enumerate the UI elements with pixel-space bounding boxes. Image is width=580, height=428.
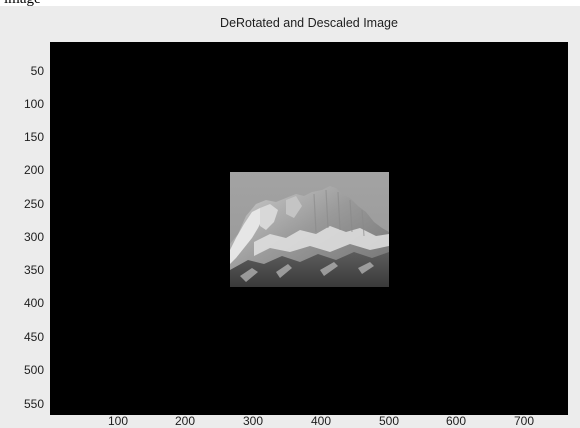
y-tick-label: 450: [23, 330, 44, 344]
image-axes[interactable]: [50, 42, 568, 415]
partial-caption-text: image: [4, 0, 41, 8]
x-tick-label: 200: [174, 414, 196, 428]
y-tick-label: 100: [23, 97, 44, 111]
figure-title: DeRotated and Descaled Image: [220, 16, 398, 30]
x-tick-label: 700: [513, 414, 535, 428]
y-tick-label: 200: [23, 163, 44, 177]
y-tick-label: 400: [23, 296, 44, 310]
x-tick-label: 600: [445, 414, 467, 428]
y-tick-label: 500: [23, 363, 44, 377]
y-tick-label: 550: [23, 397, 44, 411]
mountain-image: [230, 172, 389, 287]
figure-panel: DeRotated and Descaled Image: [0, 6, 580, 428]
y-tick-label: 50: [30, 64, 44, 78]
y-tick-label: 350: [23, 263, 44, 277]
x-tick-label: 100: [107, 414, 129, 428]
y-tick-label: 300: [23, 230, 44, 244]
y-tick-label: 250: [23, 197, 44, 211]
x-tick-label: 400: [310, 414, 332, 428]
x-tick-label: 500: [378, 414, 400, 428]
x-tick-label: 300: [242, 414, 264, 428]
y-tick-label: 150: [23, 130, 44, 144]
